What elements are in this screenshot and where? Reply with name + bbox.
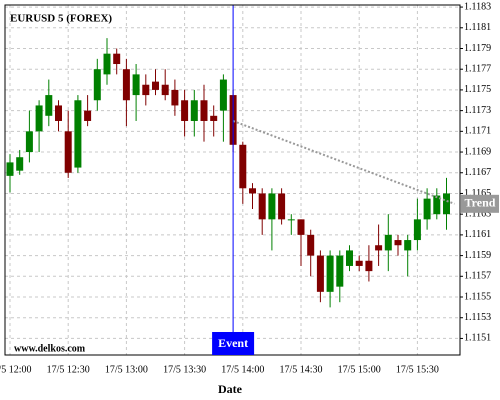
candle-body (346, 250, 353, 266)
candle-body (84, 110, 92, 121)
x-tick-label: 17/5 12:00 (0, 364, 32, 375)
candle-body (16, 157, 24, 171)
y-tick-label: 1.1181 (464, 22, 491, 33)
candle-body (219, 79, 227, 111)
trend-line (232, 120, 455, 205)
candle-body (326, 255, 334, 292)
y-tick-label: 1.1183 (464, 1, 491, 12)
y-tick-label: 1.1169 (464, 146, 491, 157)
candle-body (6, 162, 14, 176)
candle-body (103, 53, 111, 75)
candle-body (142, 84, 150, 96)
x-tick-label: 17/5 15:00 (338, 364, 381, 375)
candle-body (413, 219, 421, 241)
candle-body (316, 255, 324, 292)
candle-body (210, 115, 218, 121)
candle-body (55, 105, 62, 121)
candle-body (239, 144, 247, 189)
y-tick-label: 1.1153 (464, 312, 491, 323)
candle-body (365, 260, 373, 272)
y-tick-label: 1.1163 (464, 208, 491, 219)
y-tick-label: 1.1159 (464, 250, 491, 261)
y-tick-label: 1.1151 (464, 333, 491, 344)
candle-body (161, 84, 169, 96)
candle-body (443, 193, 450, 215)
candle-body (297, 219, 305, 235)
candle-body (152, 81, 159, 90)
candle-body (375, 245, 383, 251)
x-tick-label: 17/5 12:30 (47, 364, 90, 375)
x-tick-label: 17/5 13:30 (163, 364, 206, 375)
y-tick-label: 1.1179 (464, 43, 491, 54)
y-tick-label: 1.1155 (464, 291, 491, 302)
candle-body (113, 53, 121, 65)
y-tick-label: 1.1157 (464, 271, 491, 282)
candle-body (433, 195, 441, 215)
candle-body (258, 193, 266, 220)
chart-title: EURUSD 5 (FOREX) (10, 13, 112, 25)
trend-label: Trend (465, 196, 496, 210)
x-tick-label: 17/5 15:30 (396, 364, 439, 375)
candle-body (25, 131, 33, 153)
candle-body (64, 131, 72, 173)
candle-body (307, 234, 315, 256)
x-tick-label: 17/5 14:00 (221, 364, 264, 375)
watermark: www.delkos.com (14, 343, 86, 354)
event-label-box (212, 332, 255, 355)
y-tick-label: 1.1173 (464, 105, 491, 116)
y-tick-label: 1.1177 (464, 63, 491, 74)
candle-body (287, 219, 295, 221)
candle-body (355, 260, 363, 266)
candle-body (122, 69, 130, 101)
candle-body (404, 240, 412, 251)
candle-body (200, 100, 208, 121)
y-tick-label: 1.1167 (464, 167, 491, 178)
candle-body (278, 193, 286, 220)
plot-layer (5, 5, 460, 355)
candle-body (384, 234, 392, 251)
y-tick-label: 1.1175 (464, 84, 491, 95)
candle-body (394, 240, 402, 246)
candle-body (190, 100, 198, 121)
x-tick-label: 17/5 13:00 (105, 364, 148, 375)
candle-body (423, 198, 431, 220)
candle-body (171, 89, 179, 106)
event-label: Event (218, 336, 248, 350)
candle-body (336, 255, 344, 287)
candle-body (35, 105, 43, 132)
y-tick-label: 1.1171 (464, 126, 491, 137)
candle-body (132, 74, 140, 96)
candle-body (74, 100, 82, 168)
x-tick-label: 17/5 14:30 (279, 364, 322, 375)
x-axis-label: Date (218, 382, 243, 396)
candle-body (45, 95, 53, 116)
trend-label-box (461, 194, 499, 213)
candle-body (93, 69, 101, 101)
y-tick-label: 1.1161 (464, 229, 491, 240)
candle-body (181, 100, 189, 121)
y-tick-label: 1.1165 (464, 188, 491, 199)
candle-body (249, 188, 256, 194)
candle-body (268, 193, 276, 220)
